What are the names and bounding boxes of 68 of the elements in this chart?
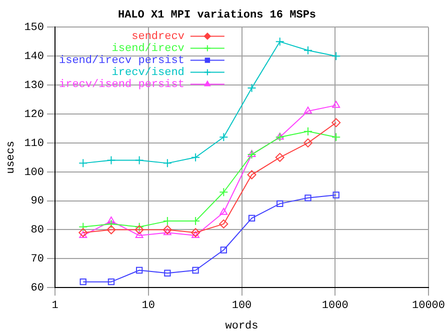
- x-axis-title: words: [225, 320, 258, 332]
- point: [135, 231, 144, 238]
- y-axis-title: usecs: [6, 140, 18, 174]
- x-tick-label: 1000: [322, 300, 348, 312]
- point: [192, 231, 200, 238]
- point: [332, 52, 341, 61]
- point: [79, 231, 88, 238]
- point: [304, 194, 312, 202]
- point: [220, 208, 228, 215]
- legend-label: isend/irecv persist: [59, 55, 184, 68]
- point: [106, 156, 116, 165]
- x-tick-label: 10: [142, 300, 155, 312]
- point: [134, 222, 144, 232]
- y-tick-label: 140: [24, 51, 44, 64]
- point: [275, 152, 284, 162]
- point: [164, 270, 171, 276]
- legend-label: irecv/isend persist: [59, 79, 184, 92]
- y-tick-label: 90: [30, 196, 44, 208]
- point: [247, 170, 256, 180]
- point: [134, 156, 144, 165]
- point: [332, 118, 341, 128]
- point: [248, 214, 256, 222]
- point: [219, 188, 228, 197]
- chart-title: HALO X1 MPI variations 16 MSPs: [118, 9, 316, 22]
- point: [80, 278, 86, 286]
- point: [162, 158, 172, 168]
- y-tick-label: 70: [30, 254, 44, 266]
- point: [247, 150, 256, 160]
- y-tick-label: 60: [30, 282, 44, 295]
- point: [219, 219, 228, 228]
- point: [304, 106, 312, 114]
- point: [106, 219, 116, 228]
- point: [332, 192, 340, 198]
- point: [191, 152, 200, 162]
- point: [219, 132, 228, 142]
- y-tick-label: 100: [24, 166, 44, 179]
- legend-label: isend/irecv: [112, 43, 185, 56]
- legend-label: sendrecv: [132, 31, 185, 44]
- point: [332, 132, 341, 142]
- y-tick-label: 80: [30, 224, 44, 237]
- point: [78, 158, 88, 168]
- point: [106, 225, 116, 234]
- point: [78, 228, 88, 238]
- point: [303, 46, 312, 55]
- point: [78, 222, 88, 232]
- x-tick-label: 100: [232, 300, 252, 312]
- point: [220, 246, 227, 254]
- point: [192, 266, 199, 274]
- point: [134, 225, 144, 234]
- legend-label: irecv/isend: [112, 67, 184, 80]
- point: [108, 278, 115, 286]
- point: [107, 216, 116, 224]
- point: [332, 100, 340, 108]
- y-tick-label: 110: [24, 138, 44, 150]
- point: [163, 228, 172, 236]
- y-tick-label: 120: [24, 108, 44, 121]
- point: [303, 138, 312, 148]
- point: [276, 200, 284, 208]
- x-tick-label: 1: [52, 300, 59, 312]
- point: [247, 83, 256, 92]
- y-tick-label: 130: [24, 80, 44, 92]
- point: [303, 126, 312, 136]
- point: [275, 37, 284, 46]
- point: [136, 266, 143, 274]
- point: [162, 225, 172, 234]
- point: [191, 228, 200, 238]
- x-tick-label: 10000: [412, 300, 446, 312]
- y-tick-label: 150: [24, 22, 44, 34]
